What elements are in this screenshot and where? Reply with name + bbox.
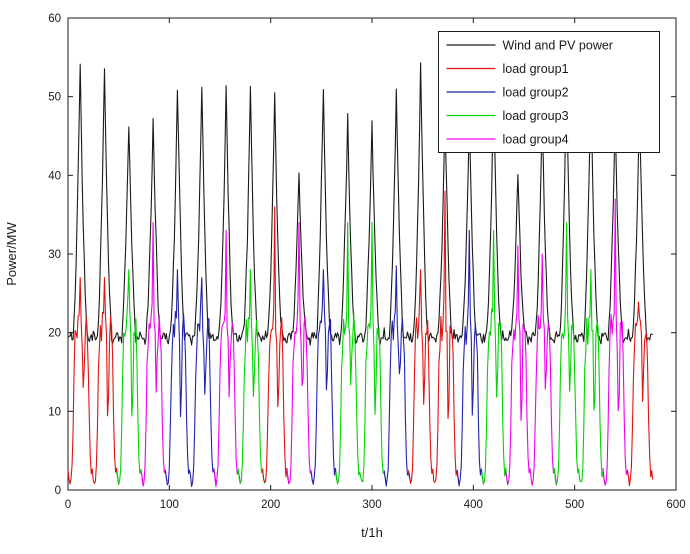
y-tick-label: 30	[48, 249, 61, 261]
series-line-load-group3	[553, 221, 606, 486]
y-tick-label: 50	[48, 92, 61, 104]
series-line-load-group1	[262, 206, 290, 484]
series-line-load-group4	[602, 198, 630, 486]
series-line-load-group3	[116, 269, 144, 485]
x-tick-label: 200	[261, 499, 280, 511]
x-tick-label: 500	[565, 499, 584, 511]
series-line-load-group2	[310, 269, 339, 485]
x-tick-label: 400	[464, 499, 483, 511]
legend-label: load group4	[503, 133, 569, 147]
y-axis-label: Power/MW	[4, 221, 19, 285]
y-tick-label: 40	[48, 170, 61, 182]
series-line-load-group2	[383, 265, 412, 487]
x-tick-label: 0	[65, 499, 71, 511]
y-tick-label: 10	[48, 406, 61, 418]
legend-label: load group2	[503, 86, 569, 100]
x-tick-label: 300	[362, 499, 381, 511]
series-line-load-group3	[334, 221, 387, 485]
series-line-load-group1	[407, 190, 460, 485]
series-line-load-group4	[286, 221, 314, 485]
series-line-load-group4	[213, 229, 241, 487]
series-line-load-group1	[626, 301, 654, 487]
legend-label: Wind and PV power	[503, 39, 613, 53]
series-lines	[67, 62, 654, 487]
x-axis-label: t/1h	[361, 525, 383, 540]
series-line-load-group4	[140, 221, 168, 487]
axes: 0 100 200 300 400 500 600 0 10 20 30 40 50 60	[48, 13, 685, 511]
series-line-load-group2	[456, 229, 485, 487]
legend: Wind and PV power load group1 load group2 l…	[438, 31, 660, 153]
x-tick-label: 100	[160, 499, 179, 511]
x-tick-label: 600	[666, 499, 685, 511]
series-line-load-group3	[480, 229, 509, 486]
series-line-wind-and-pv-power	[67, 62, 653, 346]
y-tick-label: 0	[55, 485, 61, 497]
series-line-load-group2	[164, 269, 217, 487]
y-tick-label: 20	[48, 328, 61, 340]
y-tick-label: 60	[48, 13, 61, 25]
series-line-load-group3	[237, 269, 266, 484]
series-line-load-group4	[505, 245, 557, 486]
series-line-load-group1	[67, 277, 120, 485]
legend-label: load group3	[503, 109, 569, 123]
legend-label: load group1	[503, 62, 569, 76]
